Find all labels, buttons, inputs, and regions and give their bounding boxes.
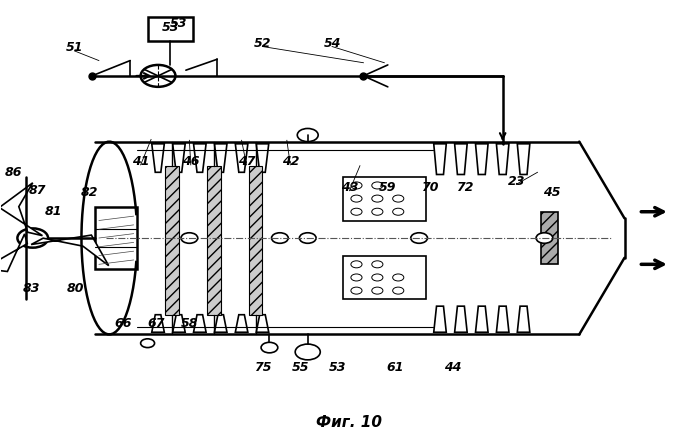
Circle shape: [536, 233, 553, 243]
Text: 82: 82: [81, 186, 99, 198]
Text: 86: 86: [5, 166, 22, 179]
Text: 80: 80: [67, 282, 85, 295]
Polygon shape: [194, 315, 206, 332]
Text: 53: 53: [161, 21, 179, 34]
Text: 46: 46: [182, 155, 199, 168]
Polygon shape: [0, 234, 27, 272]
Circle shape: [297, 128, 318, 142]
Polygon shape: [257, 315, 268, 332]
Text: 52: 52: [254, 37, 271, 49]
Polygon shape: [434, 144, 446, 175]
Text: 66: 66: [115, 317, 132, 330]
Text: Фиг. 10: Фиг. 10: [317, 415, 382, 430]
Text: 59: 59: [379, 181, 396, 194]
Polygon shape: [496, 306, 509, 332]
Polygon shape: [152, 144, 164, 172]
Polygon shape: [173, 144, 185, 172]
Polygon shape: [434, 306, 446, 332]
Polygon shape: [215, 315, 227, 332]
Polygon shape: [152, 315, 164, 332]
Circle shape: [261, 342, 278, 353]
Polygon shape: [194, 144, 206, 172]
Polygon shape: [517, 144, 530, 175]
Text: 61: 61: [386, 361, 403, 374]
Text: 75: 75: [254, 361, 271, 374]
Text: 67: 67: [147, 317, 165, 330]
Polygon shape: [236, 144, 248, 172]
Text: 58: 58: [180, 317, 198, 330]
Polygon shape: [517, 306, 530, 332]
Polygon shape: [165, 166, 179, 315]
Polygon shape: [541, 212, 559, 264]
Polygon shape: [475, 306, 488, 332]
Text: 53: 53: [169, 17, 187, 30]
Text: 83: 83: [22, 282, 40, 295]
Circle shape: [411, 233, 428, 243]
Text: 81: 81: [45, 205, 62, 218]
Polygon shape: [475, 144, 488, 175]
Text: 23: 23: [508, 175, 526, 187]
Polygon shape: [454, 144, 467, 175]
Text: 43: 43: [340, 181, 359, 194]
Circle shape: [181, 233, 198, 243]
Polygon shape: [496, 144, 509, 175]
Polygon shape: [31, 235, 108, 265]
Circle shape: [271, 233, 288, 243]
Polygon shape: [173, 315, 185, 332]
Circle shape: [140, 339, 154, 348]
Polygon shape: [236, 315, 248, 332]
Polygon shape: [0, 183, 43, 235]
Polygon shape: [454, 306, 467, 332]
Text: 45: 45: [542, 186, 560, 198]
Text: 42: 42: [282, 155, 299, 168]
Circle shape: [299, 233, 316, 243]
Text: 51: 51: [66, 41, 83, 54]
Text: 44: 44: [444, 361, 461, 374]
Text: 53: 53: [329, 361, 347, 374]
Text: 72: 72: [456, 181, 473, 194]
Polygon shape: [215, 144, 227, 172]
Circle shape: [17, 228, 48, 248]
Text: 87: 87: [29, 184, 46, 197]
Text: 47: 47: [238, 155, 255, 168]
Polygon shape: [249, 166, 262, 315]
Polygon shape: [257, 144, 268, 172]
Text: 41: 41: [132, 155, 150, 168]
Text: 54: 54: [324, 37, 341, 49]
FancyBboxPatch shape: [147, 17, 193, 41]
Text: 55: 55: [292, 361, 310, 374]
Polygon shape: [343, 177, 426, 220]
Text: 70: 70: [421, 181, 438, 194]
Circle shape: [295, 344, 320, 360]
Polygon shape: [343, 255, 426, 299]
Polygon shape: [207, 166, 221, 315]
